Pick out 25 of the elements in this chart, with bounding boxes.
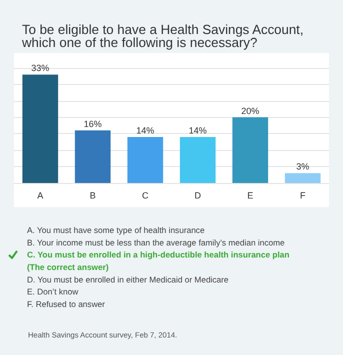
bar (284, 173, 321, 183)
x-tick-label: C (142, 190, 149, 200)
text: D. You must be enrolled in either Medicaid or Medicare (27, 274, 229, 284)
x-tick-label: B (90, 190, 96, 200)
data-label: 33% (31, 63, 50, 74)
text: C. You must be enrolled in a high-deductible health insurance plan (The correct answer) (27, 250, 290, 272)
x-tick-label: A (37, 190, 44, 200)
bar (127, 137, 164, 183)
chart-title: To be eligible to have a Health Savings Account, which one of the following is necessary? (21, 22, 304, 50)
text: A. You must have some type of health insurance (27, 225, 205, 236)
bar (232, 117, 268, 183)
data-label: 14% (188, 126, 207, 136)
bar (22, 74, 58, 183)
data-label: 3% (296, 162, 310, 172)
text: F. Refused to answer (27, 298, 106, 309)
bar (74, 130, 111, 183)
data-label: 14% (136, 126, 154, 136)
data-label: 20% (241, 106, 260, 116)
x-tick-label: D (194, 190, 202, 200)
x-tick-label: E (247, 190, 254, 200)
text: B. Your income must be less than the average family’s median income (27, 237, 286, 248)
text: E. Don’t know (27, 286, 80, 297)
bar (180, 137, 216, 183)
x-tick-label: F (300, 190, 306, 200)
data-label: 16% (84, 118, 102, 129)
